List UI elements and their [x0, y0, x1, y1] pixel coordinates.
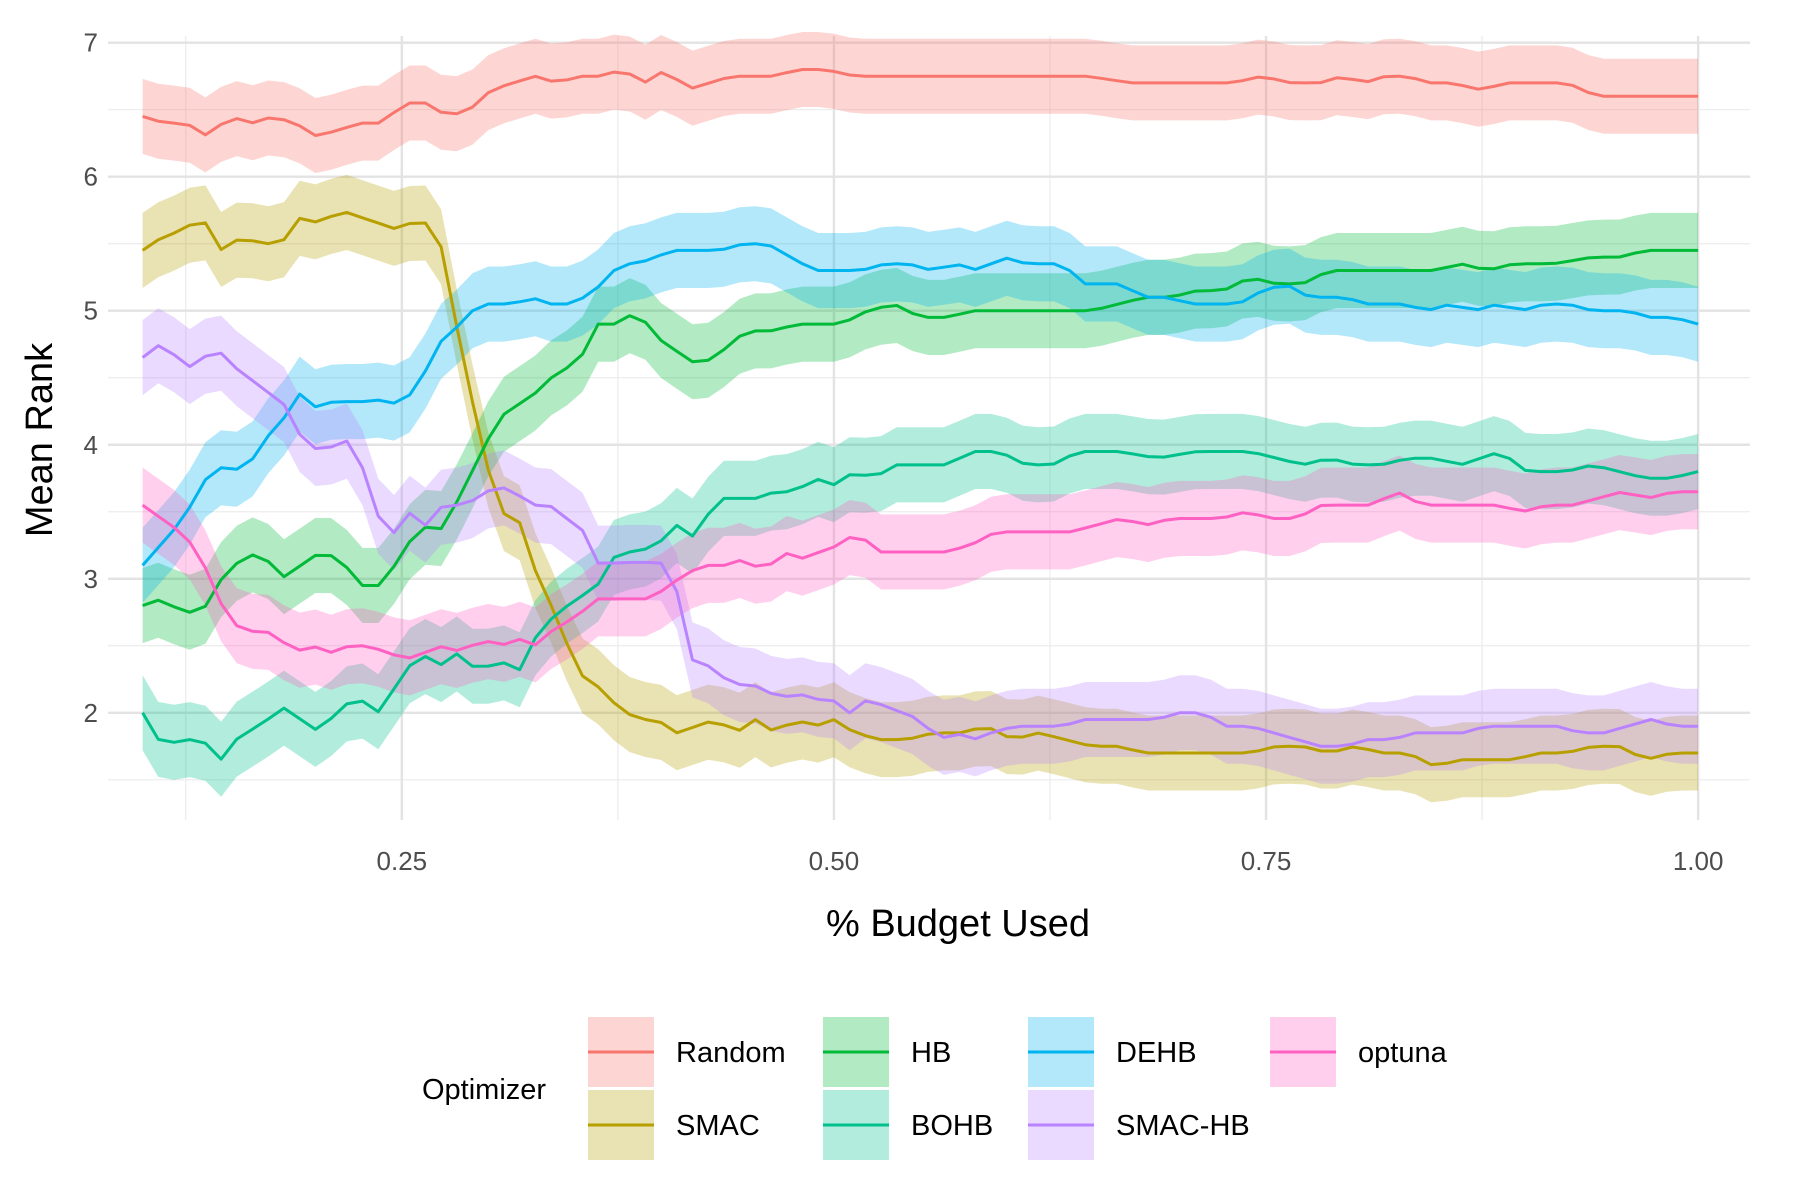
band-optuna — [142, 454, 1699, 696]
line-hb — [142, 248, 1699, 614]
y-tick-label-0: 2 — [84, 698, 98, 728]
legend-label-smac: SMAC — [676, 1110, 760, 1142]
line-random — [142, 68, 1699, 137]
legend: Optimizer Random SMAC HB BOHB DEHB SMAC-HB opt… — [422, 1017, 1448, 1160]
y-axis-tick-labels: 2 3 4 5 6 7 — [84, 28, 98, 728]
x-axis-title: % Budget Used — [826, 903, 1090, 945]
x-tick-label-2: 0.75 — [1241, 846, 1292, 876]
y-tick-label-4: 6 — [84, 162, 98, 192]
series-lines — [141, 68, 1699, 767]
band-hb — [142, 212, 1699, 650]
legend-item-optuna: optuna — [1270, 1017, 1448, 1087]
legend-item-smac-hb: SMAC-HB — [1028, 1090, 1250, 1160]
line-dehb — [141, 242, 1699, 567]
band-smac-hb — [142, 308, 1699, 784]
legend-item-bohb: BOHB — [823, 1090, 993, 1160]
line-smac — [141, 210, 1699, 767]
band-bohb — [142, 413, 1699, 797]
legend-label-random: Random — [676, 1037, 786, 1069]
y-axis-title: Mean Rank — [19, 342, 61, 537]
legend-item-dehb: DEHB — [1028, 1017, 1197, 1087]
legend-title: Optimizer — [422, 1074, 546, 1106]
legend-items: Random SMAC HB BOHB DEHB SMAC-HB optuna — [588, 1017, 1448, 1160]
legend-item-hb: HB — [823, 1017, 951, 1087]
legend-item-smac: SMAC — [588, 1090, 760, 1160]
x-tick-label-1: 0.50 — [809, 846, 860, 876]
y-tick-label-1: 3 — [84, 564, 98, 594]
band-random — [142, 32, 1699, 173]
y-tick-label-2: 4 — [84, 430, 98, 460]
legend-label-bohb: BOHB — [911, 1110, 993, 1142]
y-tick-label-5: 7 — [84, 28, 98, 58]
line-smac-hb — [141, 344, 1699, 748]
legend-label-hb: HB — [911, 1037, 951, 1069]
band-dehb — [142, 206, 1699, 603]
x-tick-label-3: 1.00 — [1673, 846, 1724, 876]
line-bohb — [141, 450, 1699, 761]
line-optuna — [141, 490, 1699, 660]
x-axis-tick-labels: 0.25 0.50 0.75 1.00 — [377, 846, 1724, 876]
x-tick-label-0: 0.25 — [377, 846, 428, 876]
confidence-bands — [142, 32, 1699, 803]
legend-label-optuna: optuna — [1358, 1037, 1448, 1069]
legend-label-smac-hb: SMAC-HB — [1116, 1110, 1250, 1142]
band-smac — [142, 174, 1699, 803]
major-gridlines — [108, 36, 1750, 820]
y-tick-label-3: 5 — [84, 296, 98, 326]
legend-item-random: Random — [588, 1017, 786, 1087]
minor-gridlines — [108, 36, 1750, 820]
legend-label-dehb: DEHB — [1116, 1037, 1197, 1069]
